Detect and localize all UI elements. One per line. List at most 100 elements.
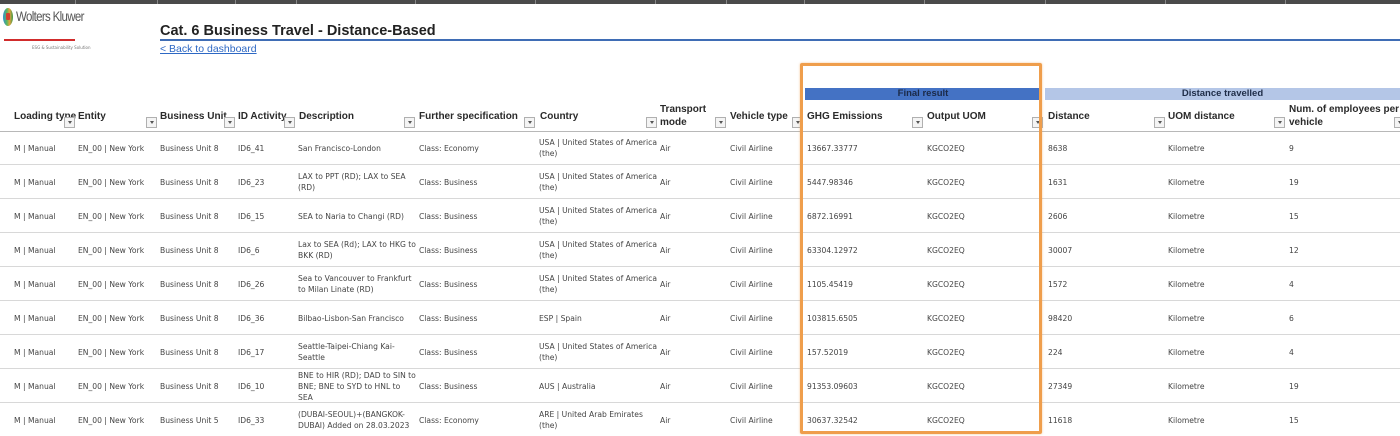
cell-num-employees[interactable]: 6: [1289, 313, 1294, 323]
cell-description[interactable]: Bilbao-Lisbon-San Francisco: [298, 313, 404, 323]
table-row[interactable]: M | Manual EN_00 | New York Business Unit …: [0, 267, 1400, 301]
column-header-output-uom[interactable]: Output UOM: [927, 100, 1027, 132]
cell-ghg-emissions[interactable]: 91353.09603: [807, 381, 858, 391]
cell-business-unit[interactable]: Business Unit 8: [160, 381, 219, 391]
cell-loading-type[interactable]: M | Manual: [14, 381, 56, 391]
cell-business-unit[interactable]: Business Unit 8: [160, 211, 219, 221]
column-header-ghg-emissions[interactable]: GHG Emissions: [807, 100, 907, 132]
cell-id-activity[interactable]: ID6_17: [238, 347, 265, 357]
cell-output-uom[interactable]: KGCO2EQ: [927, 279, 965, 289]
cell-output-uom[interactable]: KGCO2EQ: [927, 211, 965, 221]
table-row[interactable]: M | Manual EN_00 | New York Business Unit …: [0, 403, 1400, 436]
column-header-business-unit[interactable]: Business Unit: [160, 100, 230, 132]
filter-dropdown-vehicle-type[interactable]: [792, 117, 803, 128]
cell-further-spec[interactable]: Class: Business: [419, 245, 478, 255]
filter-dropdown-business-unit[interactable]: [224, 117, 235, 128]
cell-id-activity[interactable]: ID6_10: [238, 381, 265, 391]
filter-dropdown-description[interactable]: [404, 117, 415, 128]
cell-ghg-emissions[interactable]: 6872.16991: [807, 211, 853, 221]
cell-description[interactable]: Lax to SEA (Rd); LAX to HKG to BKK (RD): [298, 240, 416, 260]
column-header-transport-mode[interactable]: Transport mode: [660, 100, 714, 132]
table-row[interactable]: M | Manual EN_00 | New York Business Unit …: [0, 301, 1400, 335]
cell-country[interactable]: ESP | Spain: [539, 313, 582, 323]
cell-vehicle-type[interactable]: Civil Airline: [730, 415, 773, 425]
cell-further-spec[interactable]: Class: Business: [419, 381, 478, 391]
filter-dropdown-num-employees[interactable]: [1394, 117, 1400, 128]
cell-output-uom[interactable]: KGCO2EQ: [927, 347, 965, 357]
cell-description[interactable]: LAX to PPT (RD); LAX to SEA (RD): [298, 172, 406, 192]
cell-num-employees[interactable]: 12: [1289, 245, 1299, 255]
cell-vehicle-type[interactable]: Civil Airline: [730, 347, 773, 357]
cell-uom-distance[interactable]: Kilometre: [1168, 143, 1205, 153]
cell-distance[interactable]: 2606: [1048, 211, 1068, 221]
column-header-distance[interactable]: Distance: [1048, 100, 1148, 132]
table-row[interactable]: M | Manual EN_00 | New York Business Unit …: [0, 369, 1400, 403]
cell-further-spec[interactable]: Class: Business: [419, 279, 478, 289]
cell-description[interactable]: Seattle-Taipei-Chiang Kai-Seattle: [298, 342, 395, 362]
cell-vehicle-type[interactable]: Civil Airline: [730, 245, 773, 255]
cell-ghg-emissions[interactable]: 30637.32542: [807, 415, 858, 425]
cell-ghg-emissions[interactable]: 63304.12972: [807, 245, 858, 255]
column-header-loading-type[interactable]: Loading type: [14, 100, 76, 132]
cell-vehicle-type[interactable]: Civil Airline: [730, 279, 773, 289]
table-row[interactable]: M | Manual EN_00 | New York Business Unit …: [0, 165, 1400, 199]
cell-num-employees[interactable]: 15: [1289, 415, 1299, 425]
filter-dropdown-further-specification[interactable]: [524, 117, 535, 128]
cell-distance[interactable]: 30007: [1048, 245, 1073, 255]
cell-uom-distance[interactable]: Kilometre: [1168, 415, 1205, 425]
cell-entity[interactable]: EN_00 | New York: [78, 279, 145, 289]
cell-distance[interactable]: 224: [1048, 347, 1063, 357]
column-header-description[interactable]: Description: [299, 100, 404, 132]
cell-further-spec[interactable]: Class: Business: [419, 347, 478, 357]
cell-business-unit[interactable]: Business Unit 8: [160, 143, 219, 153]
filter-dropdown-output-uom[interactable]: [1032, 117, 1043, 128]
cell-description[interactable]: Sea to Vancouver to Frankfurt to Milan L…: [298, 274, 412, 294]
cell-distance[interactable]: 1631: [1048, 177, 1068, 187]
cell-country[interactable]: ARE | United Arab Emirates (the): [539, 410, 643, 430]
cell-business-unit[interactable]: Business Unit 8: [160, 313, 219, 323]
cell-further-spec[interactable]: Class: Economy: [419, 415, 479, 425]
cell-transport-mode[interactable]: Air: [660, 279, 671, 289]
cell-transport-mode[interactable]: Air: [660, 143, 671, 153]
cell-distance[interactable]: 8638: [1048, 143, 1068, 153]
cell-entity[interactable]: EN_00 | New York: [78, 211, 145, 221]
cell-output-uom[interactable]: KGCO2EQ: [927, 313, 965, 323]
cell-ghg-emissions[interactable]: 1105.45419: [807, 279, 853, 289]
cell-vehicle-type[interactable]: Civil Airline: [730, 177, 773, 187]
cell-uom-distance[interactable]: Kilometre: [1168, 177, 1205, 187]
cell-entity[interactable]: EN_00 | New York: [78, 245, 145, 255]
cell-further-spec[interactable]: Class: Economy: [419, 143, 479, 153]
cell-entity[interactable]: EN_00 | New York: [78, 415, 145, 425]
cell-id-activity[interactable]: ID6_41: [238, 143, 265, 153]
cell-num-employees[interactable]: 19: [1289, 381, 1299, 391]
cell-further-spec[interactable]: Class: Business: [419, 313, 478, 323]
cell-business-unit[interactable]: Business Unit 8: [160, 245, 219, 255]
cell-loading-type[interactable]: M | Manual: [14, 177, 56, 187]
cell-uom-distance[interactable]: Kilometre: [1168, 313, 1205, 323]
cell-id-activity[interactable]: ID6_15: [238, 211, 265, 221]
cell-business-unit[interactable]: Business Unit 8: [160, 279, 219, 289]
column-header-num-employees[interactable]: Num. of employees per vehicle: [1289, 100, 1400, 132]
cell-entity[interactable]: EN_00 | New York: [78, 143, 145, 153]
cell-num-employees[interactable]: 15: [1289, 211, 1299, 221]
cell-transport-mode[interactable]: Air: [660, 211, 671, 221]
cell-business-unit[interactable]: Business Unit 5: [160, 415, 219, 425]
cell-country[interactable]: USA | United States of America (the): [539, 138, 657, 158]
cell-further-spec[interactable]: Class: Business: [419, 177, 478, 187]
column-header-id-activity[interactable]: ID Activity: [238, 100, 288, 132]
cell-loading-type[interactable]: M | Manual: [14, 279, 56, 289]
cell-description[interactable]: BNE to HIR (RD); DAD to SIN to BNE; BNE …: [298, 370, 416, 402]
filter-dropdown-distance[interactable]: [1154, 117, 1165, 128]
cell-uom-distance[interactable]: Kilometre: [1168, 279, 1205, 289]
cell-entity[interactable]: EN_00 | New York: [78, 347, 145, 357]
cell-ghg-emissions[interactable]: 103815.6505: [807, 313, 858, 323]
filter-dropdown-ghg-emissions[interactable]: [912, 117, 923, 128]
cell-vehicle-type[interactable]: Civil Airline: [730, 143, 773, 153]
cell-vehicle-type[interactable]: Civil Airline: [730, 313, 773, 323]
cell-output-uom[interactable]: KGCO2EQ: [927, 245, 965, 255]
cell-distance[interactable]: 1572: [1048, 279, 1068, 289]
cell-output-uom[interactable]: KGCO2EQ: [927, 415, 965, 425]
cell-id-activity[interactable]: ID6_33: [238, 415, 265, 425]
filter-dropdown-uom-distance[interactable]: [1274, 117, 1285, 128]
cell-entity[interactable]: EN_00 | New York: [78, 381, 145, 391]
